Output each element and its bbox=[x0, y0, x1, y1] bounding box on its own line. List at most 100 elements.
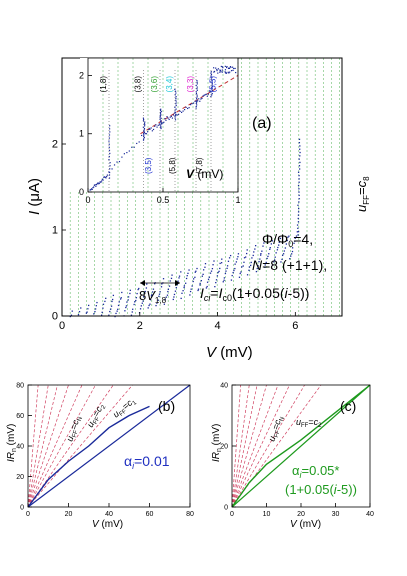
inset-data-point bbox=[104, 176, 106, 178]
panel-a-data-point bbox=[275, 252, 277, 254]
panel-a-data-point bbox=[253, 251, 255, 253]
inset-data-point bbox=[92, 187, 94, 189]
panel-a-data-point bbox=[233, 269, 235, 272]
panel-c-alpha-factor: (1+0.05(i-5)) bbox=[285, 482, 357, 497]
inset-data-point bbox=[160, 126, 162, 128]
panel-a-data-point bbox=[241, 266, 243, 268]
panel-a-xtick-label: 4 bbox=[214, 320, 220, 332]
panel-a-data-point bbox=[254, 245, 257, 247]
panel-a-data-point bbox=[143, 292, 146, 294]
panel-a-data-point bbox=[232, 271, 234, 274]
inset-data-point bbox=[195, 102, 198, 104]
panel-a-data-point bbox=[114, 315, 116, 318]
panel-a-data-point bbox=[291, 247, 294, 249]
inset-resonance-label: (7,8) bbox=[195, 157, 204, 174]
panel-a-data-point bbox=[155, 304, 157, 307]
panel-b-xlabel: V (mV) bbox=[92, 519, 123, 530]
panel-a-data-point bbox=[202, 269, 205, 271]
inset-data-point bbox=[213, 71, 215, 73]
inset-data-point bbox=[220, 65, 222, 68]
inset-data-point bbox=[195, 92, 198, 95]
panel-b-ohmic-line bbox=[27, 384, 191, 508]
panel-a-data-point bbox=[71, 310, 73, 312]
inset-resonance-label: (3,4) bbox=[165, 76, 174, 93]
inset-data-point bbox=[175, 115, 177, 117]
panel-a-data-point bbox=[158, 293, 161, 295]
inset-data-point bbox=[109, 168, 111, 170]
panel-a-data-point bbox=[175, 286, 177, 289]
inset-data-point bbox=[143, 130, 145, 132]
panel-a-data-point bbox=[273, 259, 276, 261]
panel-a-data-point bbox=[88, 304, 90, 307]
inset-data-point bbox=[228, 67, 230, 69]
inset-data-point bbox=[108, 149, 111, 151]
panel-a-data-point bbox=[117, 308, 119, 310]
panel-c-xtick-label: 0 bbox=[230, 511, 234, 518]
inset-data-point bbox=[108, 146, 110, 148]
annotation-ic: Ici=Ic0(1+0.05(i-5)) bbox=[200, 285, 309, 303]
panel-a-data-point bbox=[269, 247, 271, 249]
inset-data-point bbox=[142, 139, 145, 141]
panel-a-data-point bbox=[297, 217, 299, 220]
panel-a-data-point bbox=[266, 257, 268, 260]
panel-a-data-point bbox=[188, 269, 190, 271]
panel-a-data-point bbox=[263, 242, 265, 244]
inset-data-point bbox=[109, 171, 111, 174]
panel-b-resonance-line bbox=[27, 384, 83, 508]
inset-data-point bbox=[234, 67, 236, 70]
panel-a-data-point bbox=[278, 241, 280, 243]
inset-data-point bbox=[213, 70, 216, 73]
inset-data-point bbox=[175, 99, 177, 101]
panel-a-data-point bbox=[262, 245, 264, 247]
panel-a-data-point bbox=[199, 282, 201, 285]
inset-data-point bbox=[216, 70, 218, 72]
inset-data-point bbox=[196, 97, 198, 100]
panel-a-data-point bbox=[140, 305, 142, 307]
inset-data-point bbox=[179, 110, 181, 112]
panel-a-data-point bbox=[297, 231, 300, 233]
panel-a-data-point bbox=[86, 311, 88, 313]
inset-data-point bbox=[207, 93, 209, 95]
panel-a-data-point bbox=[194, 271, 196, 273]
inset-data-point bbox=[235, 71, 237, 74]
panel-a-ylabel: I (μA) bbox=[26, 178, 43, 215]
inset-data-point bbox=[193, 102, 195, 104]
panel-a-data-point bbox=[200, 280, 203, 282]
panel-a-data-point bbox=[239, 272, 241, 275]
inset-data-points bbox=[89, 65, 237, 191]
inset-data-point bbox=[174, 106, 176, 108]
panel-a-data-point bbox=[141, 302, 143, 304]
panel-a-data-point bbox=[136, 292, 138, 295]
inset-data-point bbox=[221, 69, 223, 71]
inset-data-point bbox=[142, 120, 145, 122]
inset-data-point bbox=[160, 122, 162, 124]
panel-a-data-point bbox=[206, 281, 209, 283]
panel-a-data-point bbox=[250, 264, 252, 267]
inset-data-point bbox=[108, 174, 111, 176]
panel-a-xtick-label: 2 bbox=[137, 320, 143, 332]
inset-data-point bbox=[229, 66, 232, 68]
panel-a-data-point bbox=[297, 214, 300, 216]
inset-data-point bbox=[210, 72, 212, 74]
panel-a-data-point bbox=[272, 264, 274, 266]
inset-data-point bbox=[106, 175, 108, 178]
inset-data-point bbox=[145, 133, 148, 135]
inset-data-point bbox=[211, 84, 213, 86]
panel-a-data-point bbox=[268, 253, 270, 255]
panel-b-ytick-label: 0 bbox=[20, 504, 24, 511]
panel-a-data-point bbox=[270, 243, 272, 245]
panel-a-data-point bbox=[126, 301, 128, 303]
panel-a-data-point bbox=[182, 290, 184, 292]
panel-a-data-point bbox=[236, 258, 238, 260]
panel-a-data-point bbox=[201, 275, 203, 277]
inset-data-point bbox=[210, 75, 212, 77]
panel-a-data-point bbox=[294, 237, 296, 239]
panel-a-data-point bbox=[176, 284, 178, 286]
panel-a-data-point bbox=[234, 267, 236, 270]
panel-c-resonance-line bbox=[231, 384, 267, 508]
panel-c-ohmic-line bbox=[231, 384, 371, 508]
panel-a-data-point bbox=[150, 295, 153, 297]
inset-data-point bbox=[198, 98, 200, 100]
annotation-flux: Φ/Φ0=4, bbox=[262, 231, 313, 249]
panel-a-data-point bbox=[131, 311, 133, 313]
